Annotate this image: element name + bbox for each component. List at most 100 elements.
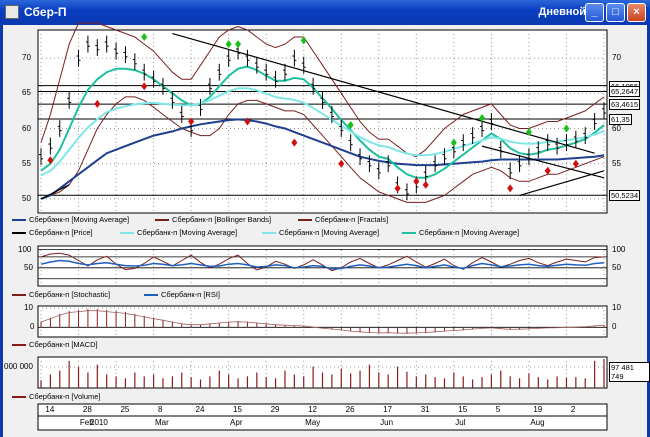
fractal-up-marker — [235, 40, 242, 49]
x-day-label: 24 — [195, 405, 205, 414]
x-axis-box — [37, 403, 608, 431]
ma-slow-line — [40, 118, 605, 200]
legend-item: Сбербанк-п [Price] — [12, 228, 93, 237]
legend-label: Сбербанк-п [Volume] — [29, 392, 101, 401]
window-titlebar[interactable]: Сбер-П Дневной _ □ × — [0, 0, 650, 25]
legend-swatch — [12, 344, 26, 347]
legend-swatch — [298, 219, 312, 222]
fractal-down-marker — [338, 159, 345, 168]
price-tick-left: 50 — [22, 193, 31, 203]
osc-tick-left: 50 — [24, 262, 33, 272]
fractal-down-marker — [47, 156, 54, 165]
minimize-button[interactable]: _ — [585, 3, 604, 22]
price-tick-left: 60 — [22, 123, 31, 133]
legend-item: Сбербанк-п [Moving Average] — [12, 215, 129, 224]
osc-tick-left: 100 — [18, 244, 32, 254]
price-tick-right: 60 — [612, 123, 621, 133]
rsi-line — [40, 259, 605, 270]
x-day-label: 8 — [157, 405, 163, 414]
x-month-label: 2010 — [90, 418, 108, 427]
macd-panel — [37, 305, 608, 338]
fractal-up-marker — [450, 138, 457, 147]
osc-tick-right: 100 — [612, 244, 626, 254]
maximize-button[interactable]: □ — [606, 3, 625, 22]
fractal-down-marker — [94, 99, 101, 108]
fractal-down-marker — [422, 180, 429, 189]
x-month-label: Feb — [79, 418, 94, 427]
fractal-down-marker — [544, 166, 551, 175]
trendline — [172, 32, 595, 154]
price-level-label: 65,2647 — [609, 86, 641, 98]
legend-label: Сбербанк-п [Stochastic] — [29, 290, 111, 299]
legend-label: Сбербанк-п [Moving Average] — [279, 228, 380, 237]
x-day-label: 25 — [120, 405, 130, 414]
legend-item: Сбербанк-п [MACD] — [12, 340, 98, 349]
legend-swatch — [155, 219, 169, 222]
x-day-label: 15 — [458, 405, 468, 414]
x-month-label: Apr — [230, 418, 243, 427]
fractal-up-marker — [525, 128, 532, 137]
legend-label: Сбербанк-п [Bollinger Bands] — [172, 215, 272, 224]
legend-swatch — [12, 219, 26, 222]
legend-swatch — [402, 232, 416, 235]
legend-item: Сбербанк-п [Bollinger Bands] — [155, 215, 271, 224]
x-day-label: 17 — [383, 405, 393, 414]
price-level-label: 50,5234 — [609, 190, 641, 202]
price-tick-left: 70 — [22, 53, 31, 63]
price-tick-left: 55 — [22, 158, 31, 168]
x-day-label: 5 — [495, 405, 501, 414]
legend-swatch — [144, 294, 158, 297]
legend-swatch — [12, 232, 26, 235]
fractal-down-marker — [291, 138, 298, 147]
trendline — [481, 145, 605, 179]
x-month-label: Jun — [380, 418, 394, 427]
fractal-down-marker — [413, 177, 420, 186]
legend-label: Сбербанк-п [RSI] — [161, 290, 221, 299]
volume-tick-left: 000 000 — [4, 362, 33, 371]
legend-label: Сбербанк-п [MACD] — [29, 340, 98, 349]
x-day-label: 2 — [570, 405, 576, 414]
osc-tick-right: 50 — [612, 262, 621, 272]
price-level-label: 63,4615 — [609, 99, 641, 111]
window-title: Сбер-П — [24, 5, 67, 19]
x-month-label: Aug — [530, 418, 545, 427]
close-button[interactable]: × — [627, 3, 646, 22]
app-icon — [5, 5, 19, 19]
legend-item: Сбербанк-п [Moving Average] — [262, 228, 379, 237]
legend-swatch — [262, 232, 276, 235]
legend-swatch — [12, 294, 26, 297]
macd-tick-right: 10 — [612, 302, 621, 312]
legend-item: Сбербанк-п [RSI] — [144, 290, 220, 299]
macd-tick-left: 0 — [30, 322, 35, 332]
price-level-label: 61,35 — [609, 114, 632, 126]
stochastic-line — [40, 252, 605, 272]
trendline — [40, 184, 70, 200]
fractal-up-marker — [563, 124, 570, 133]
legend-item: Сбербанк-п [Stochastic] — [12, 290, 110, 299]
fractal-up-marker — [479, 113, 486, 122]
volume-tick-right: 97 481 749 — [609, 362, 650, 382]
legend-item: Сбербанк-п [Moving Average] — [402, 228, 519, 237]
fractal-down-marker — [188, 117, 195, 126]
ma-mid-line — [40, 87, 605, 177]
price-tick-right: 55 — [612, 158, 621, 168]
macd-tick-left: 10 — [24, 302, 33, 312]
macd-tick-right: 0 — [612, 322, 617, 332]
fractal-up-marker — [141, 33, 148, 42]
macd-signal — [40, 310, 605, 334]
x-month-label: Jul — [455, 418, 466, 427]
fractal-up-marker — [225, 40, 232, 49]
fractal-down-marker — [394, 184, 401, 193]
period-label[interactable]: Дневной — [538, 6, 587, 18]
legend-swatch — [120, 232, 134, 235]
legend-item: Сбербанк-п [Moving Average] — [120, 228, 237, 237]
fractal-down-marker — [244, 117, 251, 126]
trendline — [519, 170, 605, 196]
fractal-down-marker — [507, 184, 514, 193]
x-day-label: 12 — [308, 405, 318, 414]
legend-swatch — [12, 396, 26, 399]
price-tick-right: 70 — [612, 53, 621, 63]
x-month-label: May — [305, 418, 321, 427]
x-day-label: 14 — [45, 405, 55, 414]
